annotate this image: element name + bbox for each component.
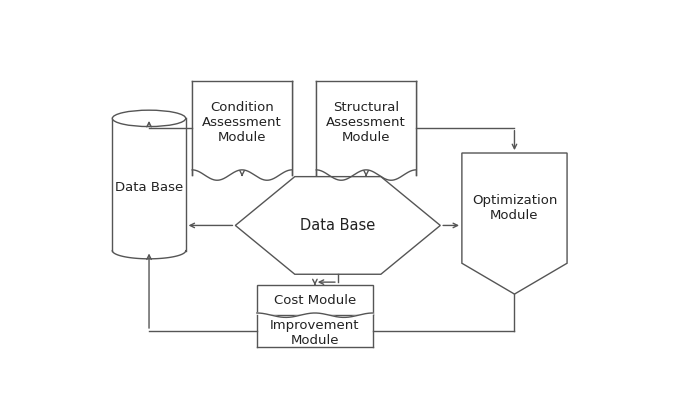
Text: Improvement
Module: Improvement Module bbox=[270, 319, 360, 346]
Text: Data Base: Data Base bbox=[115, 181, 183, 194]
Polygon shape bbox=[192, 81, 292, 180]
Text: Condition
Assessment
Module: Condition Assessment Module bbox=[203, 101, 282, 144]
Text: Data Base: Data Base bbox=[300, 218, 375, 233]
Polygon shape bbox=[462, 153, 567, 294]
Text: Structural
Assessment
Module: Structural Assessment Module bbox=[326, 101, 406, 144]
Polygon shape bbox=[257, 313, 373, 347]
Ellipse shape bbox=[112, 110, 186, 126]
Text: Cost Module: Cost Module bbox=[274, 294, 356, 307]
Bar bbox=[257, 285, 373, 315]
Text: Optimization
Module: Optimization Module bbox=[472, 194, 557, 222]
Polygon shape bbox=[316, 81, 416, 180]
Polygon shape bbox=[235, 177, 441, 274]
